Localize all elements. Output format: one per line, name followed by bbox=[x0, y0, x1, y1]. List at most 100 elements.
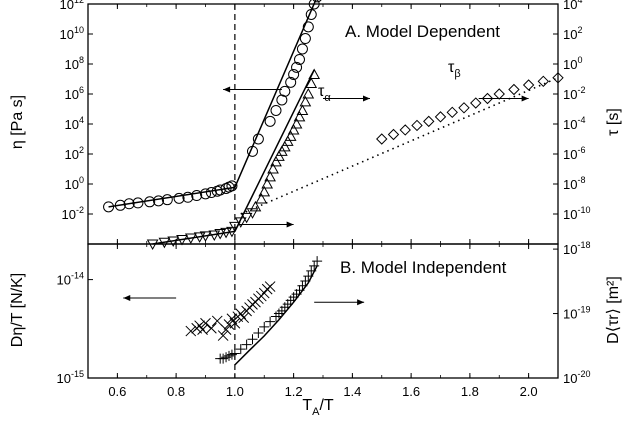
tau-alpha-label: τα bbox=[318, 83, 331, 104]
triangle-down-marker bbox=[246, 208, 259, 219]
fit-line bbox=[152, 69, 315, 245]
x-tick-label: 1.2 bbox=[285, 384, 303, 399]
plus-marker bbox=[241, 339, 252, 350]
circle-marker bbox=[200, 188, 211, 200]
x-marker bbox=[229, 317, 241, 329]
plus-marker bbox=[297, 280, 308, 291]
y-right-tick-label: 10-18 bbox=[563, 240, 590, 257]
arrow-head bbox=[123, 295, 131, 302]
circle-marker bbox=[161, 194, 173, 206]
triangle-down-marker bbox=[146, 239, 159, 251]
x-tick-label: 0.6 bbox=[108, 384, 126, 399]
diamond-marker bbox=[411, 119, 423, 132]
plus-marker bbox=[235, 344, 246, 355]
x-tick-label: 1.4 bbox=[343, 384, 361, 399]
x-axis-label: TA/T bbox=[302, 397, 334, 418]
diamond-marker bbox=[399, 124, 411, 136]
triangle-down-marker bbox=[158, 237, 171, 249]
plus-marker bbox=[300, 275, 311, 286]
diamond-marker bbox=[446, 106, 458, 119]
circle-marker bbox=[302, 21, 314, 33]
x-tick-label: 1.0 bbox=[226, 384, 244, 399]
y-right-tick-label: 10-19 bbox=[563, 305, 590, 322]
circle-marker bbox=[279, 85, 291, 97]
triangle-down-marker bbox=[184, 233, 197, 245]
diamond-marker bbox=[552, 72, 564, 84]
triangle-down-marker bbox=[229, 221, 241, 233]
x-tick-label: 1.6 bbox=[402, 384, 420, 399]
circle-marker bbox=[132, 197, 144, 209]
circle-marker bbox=[270, 104, 282, 116]
circle-marker bbox=[144, 196, 156, 208]
diamond-marker bbox=[376, 133, 388, 145]
diamond-marker bbox=[470, 97, 482, 109]
fit-line bbox=[108, 0, 317, 208]
circle-marker bbox=[153, 195, 164, 207]
arrow-head bbox=[223, 86, 231, 93]
plus-marker bbox=[309, 260, 320, 271]
labels: A. Model Dependent B. Model Independent … bbox=[9, 0, 622, 418]
arrow-head bbox=[363, 95, 370, 102]
plus-marker bbox=[259, 321, 270, 332]
triangle-down-marker bbox=[199, 231, 212, 242]
y-right-tick-label: 10-2 bbox=[563, 85, 585, 102]
y-left-tick-label: 10-15 bbox=[57, 369, 84, 386]
triangle-up-marker bbox=[305, 77, 318, 89]
triangle-down-marker bbox=[240, 212, 253, 224]
x-marker bbox=[211, 315, 223, 327]
plus-marker bbox=[221, 352, 232, 363]
circle-marker bbox=[264, 115, 276, 127]
circle-marker bbox=[114, 199, 126, 211]
x-marker bbox=[200, 317, 211, 329]
circle-marker bbox=[226, 180, 238, 192]
fit-lines bbox=[108, 0, 559, 366]
x-marker bbox=[206, 322, 217, 334]
data-markers bbox=[103, 0, 564, 364]
y-right-tick-label: 100 bbox=[563, 55, 582, 72]
panel-b-left-axis-label: Dη/T [N/K] bbox=[9, 273, 26, 347]
y-left-tick-label: 100 bbox=[65, 175, 84, 192]
x-marker bbox=[226, 313, 238, 325]
circle-marker bbox=[305, 8, 317, 20]
circle-marker bbox=[103, 201, 115, 213]
y-right-tick-label: 10-10 bbox=[563, 205, 590, 222]
plus-marker bbox=[247, 334, 258, 345]
triangle-down-marker bbox=[234, 217, 247, 228]
diamond-marker bbox=[522, 79, 535, 91]
triangle-down-marker bbox=[193, 232, 206, 243]
diamond-marker bbox=[508, 83, 520, 96]
x-marker bbox=[264, 281, 276, 292]
triangle-up-marker bbox=[284, 130, 297, 141]
plus-marker bbox=[218, 353, 229, 364]
plus-marker bbox=[253, 327, 264, 338]
triangle-up-marker bbox=[249, 200, 262, 212]
x-tick-label: 0.8 bbox=[167, 384, 185, 399]
diamond-marker bbox=[481, 92, 494, 105]
y-left-tick-label: 108 bbox=[65, 55, 84, 72]
x-marker bbox=[185, 325, 197, 337]
y-left-tick-label: 104 bbox=[65, 115, 84, 132]
diamond-marker bbox=[493, 88, 505, 100]
y-left-tick-label: 106 bbox=[65, 85, 84, 102]
arrow-head bbox=[521, 95, 529, 102]
y-left-tick-label: 1010 bbox=[60, 25, 84, 42]
y-left-tick-label: 1012 bbox=[60, 0, 84, 12]
triangle-down-marker bbox=[167, 236, 180, 247]
plus-marker bbox=[306, 265, 317, 276]
panel-frames bbox=[87, 3, 559, 379]
diamond-marker bbox=[387, 128, 400, 141]
triangle-up-marker bbox=[264, 170, 276, 182]
triangle-up-marker bbox=[299, 95, 312, 107]
circle-marker bbox=[308, 0, 320, 10]
x-marker bbox=[197, 324, 208, 336]
panel-a-title: A. Model Dependent bbox=[345, 22, 500, 41]
x-marker bbox=[217, 330, 229, 341]
arrows bbox=[123, 86, 529, 306]
x-tick-label: 1.8 bbox=[461, 384, 479, 399]
circle-marker bbox=[247, 145, 258, 157]
circle-marker bbox=[173, 192, 185, 204]
triangle-up-marker bbox=[258, 185, 271, 197]
panel-b-title: B. Model Independent bbox=[340, 258, 507, 277]
triangle-up-marker bbox=[278, 140, 291, 152]
